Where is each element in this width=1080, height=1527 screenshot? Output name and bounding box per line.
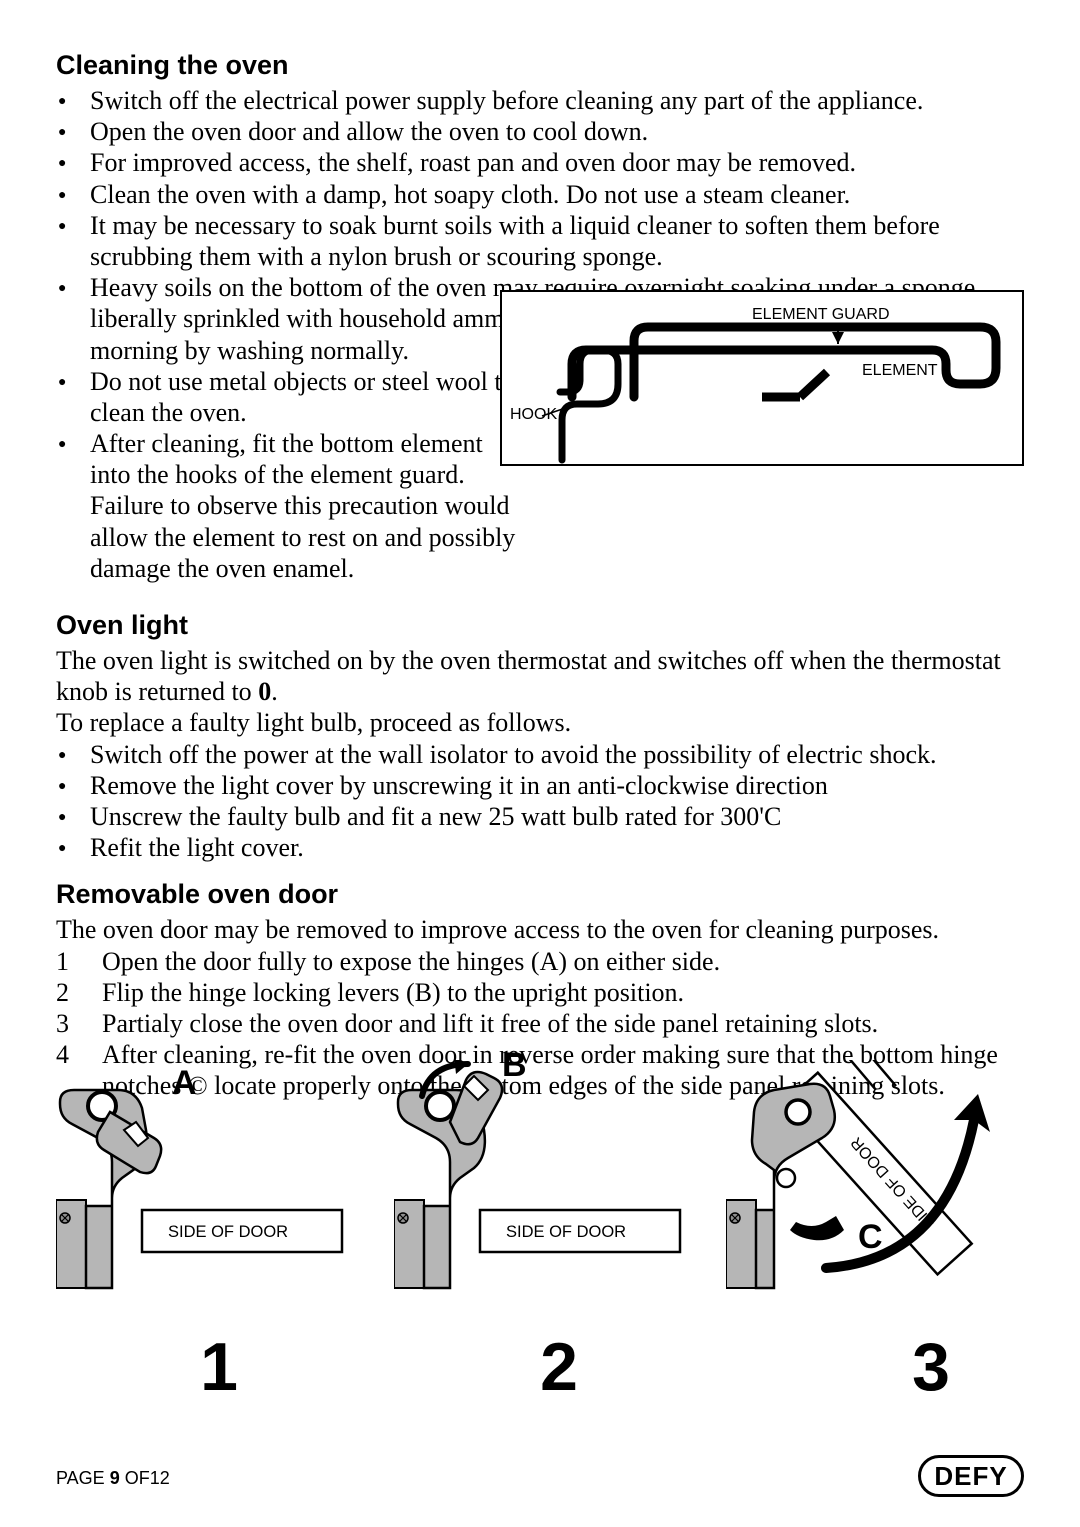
bullet-icon: ● — [56, 770, 90, 801]
bullet-icon: ● — [56, 832, 90, 863]
footer-prefix: PAGE — [56, 1468, 110, 1488]
bullet-icon: ● — [56, 428, 90, 459]
door-intro: The oven door may be removed to improve … — [56, 914, 1024, 945]
bullet-icon: ● — [56, 85, 90, 116]
label-element: ELEMENT — [862, 362, 938, 380]
light-item: Unscrew the faulty bulb and fit a new 25… — [90, 801, 1024, 832]
figure-number-1: 1 — [194, 1328, 244, 1406]
hinge-figure-3: SIDE OF DOOR C — [726, 1060, 1026, 1340]
brand-badge: DEFY — [918, 1455, 1024, 1497]
hinge-figure-2: SIDE OF DOOR B — [394, 1060, 704, 1340]
footer-suffix: OF12 — [120, 1468, 170, 1488]
letter-b: B — [502, 1046, 527, 1085]
cleaning-item: Clean the oven with a damp, hot soapy cl… — [90, 179, 1024, 210]
figure-number-3: 3 — [906, 1328, 956, 1406]
element-guard-diagram: ELEMENT GUARD ELEMENT HOOK — [500, 290, 1024, 466]
footer-page: 9 — [110, 1468, 120, 1488]
bullet-icon: ● — [56, 801, 90, 832]
label-hook: HOOK — [510, 406, 557, 424]
cleaning-item: Open the oven door and allow the oven to… — [90, 116, 1024, 147]
bullet-icon: ● — [56, 366, 90, 397]
hinge-figure-1: SIDE OF DOOR A — [56, 1060, 366, 1340]
cleaning-item: Do not use metal objects or steel wool t… — [90, 366, 528, 428]
bullet-icon: ● — [56, 179, 90, 210]
cleaning-item: Switch off the electrical power supply b… — [90, 85, 1024, 116]
cleaning-item: It may be necessary to soak burnt soils … — [90, 210, 1024, 272]
heading-cleaning: Cleaning the oven — [56, 50, 1024, 81]
light-item: Remove the light cover by unscrewing it … — [90, 770, 1024, 801]
label-side-of-door: SIDE OF DOOR — [506, 1223, 626, 1242]
step-number: 1 — [56, 946, 102, 977]
bullet-icon: ● — [56, 147, 90, 178]
oven-light-intro-bold: 0 — [258, 677, 271, 706]
bullet-icon: ● — [56, 116, 90, 147]
letter-a: A — [172, 1064, 197, 1103]
page-footer: PAGE 9 OF12 — [56, 1468, 170, 1489]
hinge-svg-3: SIDE OF DOOR — [726, 1060, 1026, 1320]
letter-c: C — [858, 1218, 883, 1257]
light-item: Refit the light cover. — [90, 832, 1024, 863]
door-step: Flip the hinge locking levers (B) to the… — [102, 977, 1024, 1008]
cleaning-item: For improved access, the shelf, roast pa… — [90, 147, 1024, 178]
label-element-guard: ELEMENT GUARD — [752, 306, 890, 324]
hinge-figures-row: SIDE OF DOOR A 1 SIDE OF DOOR B 2 — [56, 1060, 1024, 1420]
door-step: Partialy close the oven door and lift it… — [102, 1008, 1024, 1039]
hinge-svg-2 — [394, 1060, 704, 1300]
label-side-of-door: SIDE OF DOOR — [168, 1223, 288, 1242]
light-item: Switch off the power at the wall isolato… — [90, 739, 1024, 770]
bullet-icon: ● — [56, 739, 90, 770]
hinge-svg-1 — [56, 1060, 366, 1300]
oven-light-intro2: To replace a faulty light bulb, proceed … — [56, 707, 1024, 738]
door-step: Open the door fully to expose the hinges… — [102, 946, 1024, 977]
oven-light-intro-b: . — [271, 677, 278, 706]
oven-light-intro-a: The oven light is switched on by the ove… — [56, 646, 1001, 706]
oven-light-list: ●Switch off the power at the wall isolat… — [56, 739, 1024, 864]
oven-light-intro: The oven light is switched on by the ove… — [56, 645, 1024, 707]
heading-oven-light: Oven light — [56, 610, 1024, 641]
bullet-icon: ● — [56, 272, 90, 303]
heading-removable-door: Removable oven door — [56, 879, 1024, 910]
brand-text: DEFY — [934, 1461, 1007, 1492]
bullet-icon: ● — [56, 210, 90, 241]
step-number: 3 — [56, 1008, 102, 1039]
figure-number-2: 2 — [534, 1328, 584, 1406]
cleaning-item: After cleaning, fit the bottom element i… — [90, 428, 528, 584]
step-number: 2 — [56, 977, 102, 1008]
